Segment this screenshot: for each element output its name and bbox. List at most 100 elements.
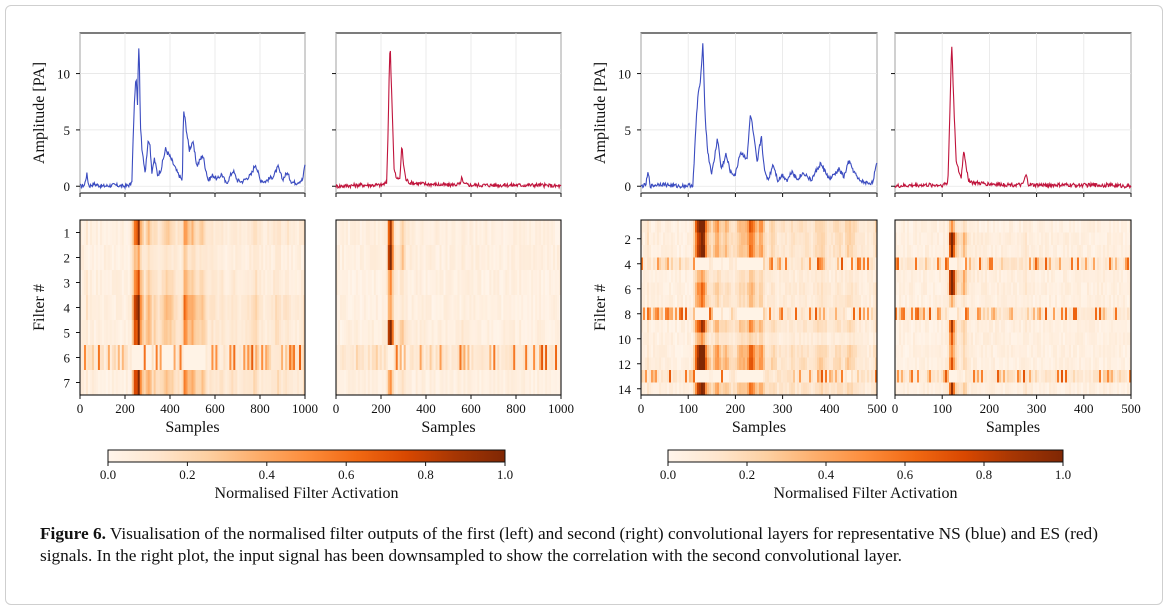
- layer2-es-filters-cell: [985, 320, 988, 333]
- layer2-es-filters-cell: [991, 370, 994, 383]
- layer1-ns-filters-cell: [133, 220, 137, 246]
- layer2-ns-filters-cell: [749, 270, 752, 283]
- layer2-es-filters-cell: [939, 270, 942, 283]
- layer2-ns-filters-cell: [703, 345, 706, 358]
- layer1-es-filters-cell: [403, 320, 406, 346]
- layer2-ns-filters-cell: [789, 257, 792, 271]
- layer1-ns-filters-cell: [119, 320, 123, 346]
- layer2-es-filters-cell: [1081, 357, 1084, 371]
- layer1-ns-filters-cell: [207, 370, 210, 396]
- layer1-es-filters-cell: [517, 345, 520, 371]
- layer1-es-filters-cell: [493, 270, 496, 296]
- layer2-es-filters-cell: [947, 245, 950, 258]
- layer2-ns-filters-cell: [643, 332, 646, 346]
- layer1-es-filters-cell: [555, 295, 558, 321]
- layer2-ns-filters-cell: [645, 357, 648, 371]
- layer2-es-filters-cell: [943, 245, 946, 258]
- layer1-es-filters-cell: [383, 320, 387, 346]
- layer2-es-filters-cell: [1071, 257, 1074, 271]
- layer2-ns-filters-cell: [719, 245, 722, 258]
- layer2-ns-filters-cell: [737, 232, 740, 246]
- layer2-ns-filters-cell: [797, 382, 800, 396]
- layer2-ns-filters-cell: [779, 345, 782, 358]
- layer1-es-filters-cell: [349, 370, 353, 396]
- layer2-ns-filters-cell: [791, 245, 794, 258]
- layer2-es-filters-cell: [895, 282, 898, 296]
- layer2-ns-filters-cell: [781, 220, 784, 233]
- layer2-ns-filters-cell: [723, 220, 726, 233]
- layer1-es-filters-cell: [475, 220, 478, 246]
- layer1-ns-filters-cell: [149, 320, 152, 346]
- layer1-es-filters-cell: [415, 320, 418, 346]
- layer1-es-filters-cell: [345, 245, 349, 271]
- layer2-ns-filters-cell: [791, 382, 794, 396]
- layer2-ns-filters-cell: [873, 232, 876, 246]
- layer2-ns-filters-cell: [801, 370, 804, 383]
- layer2-ns-filters-cell: [687, 295, 690, 308]
- layer1-ns-filters-cell: [109, 345, 113, 371]
- layer2-es-filters-cell: [909, 257, 912, 271]
- layer1-ns-filters-cell: [227, 245, 230, 271]
- layer2-ns-filters-cell: [805, 257, 808, 271]
- layer1-ns-filters-cell: [123, 245, 127, 271]
- layer2-es-filters-cell: [1123, 345, 1126, 358]
- layer1-es-filters-cell: [521, 370, 524, 396]
- layer2-es-filters-cell: [991, 345, 994, 358]
- layer2-ns-filters-cell: [841, 220, 844, 233]
- layer2-ns-filters-cell: [675, 232, 678, 246]
- layer2-es-filters-cell: [915, 382, 918, 396]
- layer2-es-filters-cell: [925, 270, 928, 283]
- layer2-ns-filters-cell: [679, 382, 682, 396]
- layer1-es-filters-xtick-label: 400: [416, 401, 436, 416]
- layer2-es-filters-cell: [1107, 370, 1110, 383]
- layer2-ns-filters-cell: [701, 245, 704, 258]
- layer2-ns-filters-cell: [765, 345, 768, 358]
- layer2-ns-filters-cell: [683, 357, 686, 371]
- layer1-es-filters-cell: [519, 320, 522, 346]
- layer2-ns-filters-cell: [817, 345, 820, 358]
- layer2-es-filters-cell: [1095, 307, 1098, 321]
- layer1-es-filters-cell: [445, 320, 448, 346]
- layer2-ns-filters-cell: [713, 345, 716, 358]
- layer2-ns-filters-cell: [727, 332, 730, 346]
- layer1-es-filters-cell: [336, 320, 339, 346]
- layer2-es-filters-cell: [1047, 232, 1050, 246]
- layer1-ns-filters-cell: [295, 270, 298, 296]
- layer2-es-filters-cell: [1035, 245, 1038, 258]
- layer2-ns-filters-cell: [833, 320, 836, 333]
- layer2-ns-filters-cell: [833, 295, 836, 308]
- layer1-ns-filters-cell: [201, 245, 204, 271]
- layer1-es-filters-cell: [487, 320, 490, 346]
- layer2-es-filters-cell: [1003, 220, 1006, 233]
- layer2-es-filters-cell: [1009, 282, 1012, 296]
- layer1-es-filters-cell: [541, 320, 544, 346]
- layer2-ns-filters-cell: [869, 307, 872, 321]
- layer2-es-filters-cell: [989, 232, 992, 246]
- layer2-ns-filters-cell: [727, 270, 730, 283]
- layer2-es-filters-cell: [907, 282, 910, 296]
- layer1-es-filters-cell: [473, 270, 476, 296]
- layer2-ns-filters-cell: [645, 382, 648, 396]
- layer2-es-filters-cell: [1045, 245, 1048, 258]
- layer1-es-filters-cell: [336, 370, 339, 396]
- layer1-es-filters-cell: [411, 320, 414, 346]
- layer2-es-filters-cell: [1025, 382, 1028, 396]
- layer2-ns-filters-cell: [831, 357, 834, 371]
- layer1-ns-filters-cell: [121, 320, 125, 346]
- layer2-es-filters-cell: [947, 345, 950, 358]
- layer2-es-filters-cell: [905, 320, 908, 333]
- layer2-es-filters-cell: [1105, 270, 1108, 283]
- layer2-es-filters-cell: [959, 382, 962, 396]
- layer2-es-filters-cell: [1041, 357, 1044, 371]
- layer2-ns-filters-cell: [763, 270, 766, 283]
- layer2-ns-filters-cell: [653, 357, 656, 371]
- layer2-es-filters-cell: [961, 320, 964, 333]
- layer2-es-filters-cell: [943, 270, 946, 283]
- layer2-ns-filters-cell: [825, 307, 828, 321]
- layer2-ns-filters-cell: [663, 307, 666, 321]
- layer1-es-filters-cell: [477, 345, 480, 371]
- layer1-es-filters-cell: [497, 295, 500, 321]
- layer2-ns-filters-cell: [797, 257, 800, 271]
- layer2-ns-filters-cell: [809, 270, 812, 283]
- layer2-ns-filters-cell: [769, 307, 772, 321]
